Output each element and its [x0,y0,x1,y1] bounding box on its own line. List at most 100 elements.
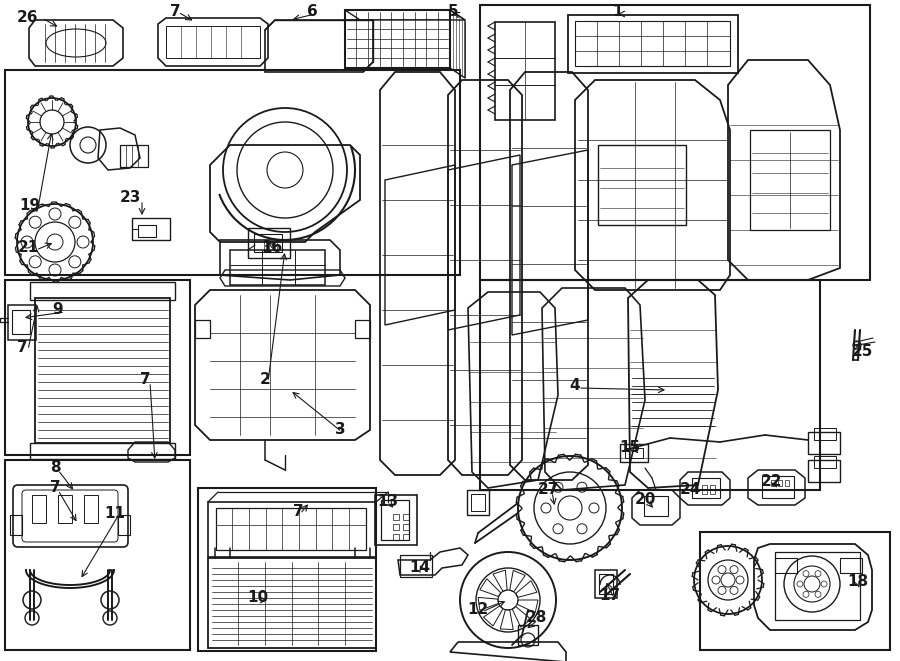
Text: 15: 15 [619,440,641,455]
Bar [814,428,836,440]
Bar [195,320,210,338]
Text: 25: 25 [851,344,873,360]
Bar [814,456,836,468]
Text: 5: 5 [447,5,458,20]
Bar [30,282,175,300]
Bar [702,490,707,494]
Bar [598,145,686,225]
Bar [692,478,720,498]
Text: 23: 23 [120,190,140,206]
Bar [208,558,376,648]
Text: 22: 22 [761,475,783,490]
Text: 24: 24 [680,483,701,498]
Bar [518,625,538,645]
Bar [345,10,450,68]
Bar [700,532,890,650]
Bar [403,534,409,540]
Bar [403,524,409,530]
Text: 9: 9 [53,303,63,317]
Bar [8,305,36,340]
Text: 13: 13 [377,494,399,510]
Bar [35,298,170,443]
Bar [620,444,648,462]
Bar [208,502,376,557]
Bar [32,495,46,523]
Bar [595,570,617,598]
Bar [138,225,156,237]
Bar [12,310,30,334]
Bar [710,490,715,494]
Bar [467,490,489,515]
Bar [393,514,399,520]
Text: 10: 10 [248,590,268,605]
Bar [30,443,175,459]
Text: 28: 28 [526,611,546,625]
Text: 19: 19 [20,198,40,212]
Bar [710,485,715,489]
Text: 3: 3 [335,422,346,438]
Text: 8: 8 [50,461,60,475]
Text: 27: 27 [537,483,559,498]
Bar [375,495,417,545]
Bar [625,448,643,458]
Text: 7: 7 [50,481,60,496]
Bar [808,460,840,482]
Text: 4: 4 [570,377,580,393]
Text: 2: 2 [259,373,270,387]
Text: 17: 17 [599,588,621,603]
Text: 18: 18 [848,574,868,590]
Bar [120,145,148,167]
Text: 7: 7 [17,340,27,356]
Text: 6: 6 [307,5,318,20]
Bar [778,480,782,486]
Bar [264,241,269,245]
Bar [840,558,862,573]
Bar [644,496,668,516]
Bar [198,488,376,651]
Bar [750,130,830,230]
Bar [480,280,820,490]
Bar [230,250,325,285]
Text: 12: 12 [467,602,489,617]
Bar [84,495,98,523]
Bar [10,515,22,535]
Bar [785,480,789,486]
Bar [775,552,860,620]
Bar [5,280,190,455]
Bar [355,320,370,338]
Bar [393,524,399,530]
Bar [568,15,738,73]
Text: 11: 11 [104,506,125,522]
Bar [403,514,409,520]
Text: 7: 7 [140,373,150,387]
Bar [771,480,775,486]
Bar [248,228,290,258]
Text: 20: 20 [634,492,656,508]
Bar [808,432,840,454]
Text: 7: 7 [292,504,303,520]
Bar [381,500,409,540]
Bar [264,246,269,250]
Bar [272,241,277,245]
Bar [480,5,870,280]
Bar [775,558,797,573]
Text: 14: 14 [410,561,430,576]
Text: 7: 7 [170,5,180,20]
Text: 1: 1 [613,5,623,20]
Bar [5,460,190,650]
Text: 26: 26 [16,11,38,26]
Bar [254,234,282,252]
Bar [702,485,707,489]
Bar [118,515,130,535]
Bar [762,476,794,498]
Bar [216,508,366,550]
Bar [132,218,170,240]
Bar [400,555,432,577]
Bar [5,70,460,275]
Bar [471,494,485,511]
Bar [599,574,613,594]
Bar [393,534,399,540]
Bar [272,246,277,250]
Bar [58,495,72,523]
Text: 21: 21 [17,241,39,256]
